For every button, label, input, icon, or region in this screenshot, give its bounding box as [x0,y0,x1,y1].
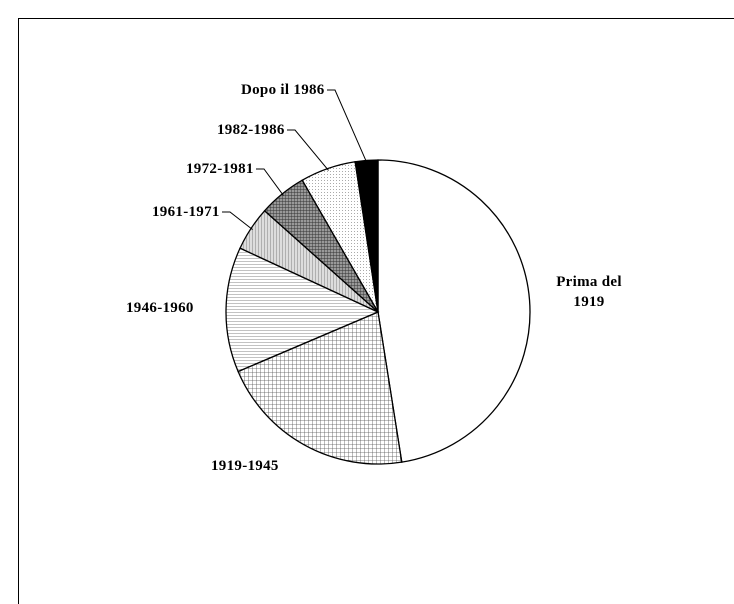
slice-label: 1919-1945 [211,458,279,474]
slice-label: 1972-1981 [186,161,254,177]
leader-line [327,89,368,163]
leader-line [222,211,253,231]
slice-label: Prima del 1919 [556,274,622,310]
pie-slice [377,159,531,463]
slice-label: 1961-1971 [152,204,220,220]
leader-line [256,168,284,196]
slice-label: 1946-1960 [126,300,194,316]
pie-slice [354,159,379,313]
slice-label: Dopo il 1986 [241,82,325,98]
leader-line [287,129,329,171]
pie-slice [225,247,380,373]
pie-slice [237,311,403,465]
slice-label: 1982-1986 [217,122,285,138]
frame [18,18,734,604]
